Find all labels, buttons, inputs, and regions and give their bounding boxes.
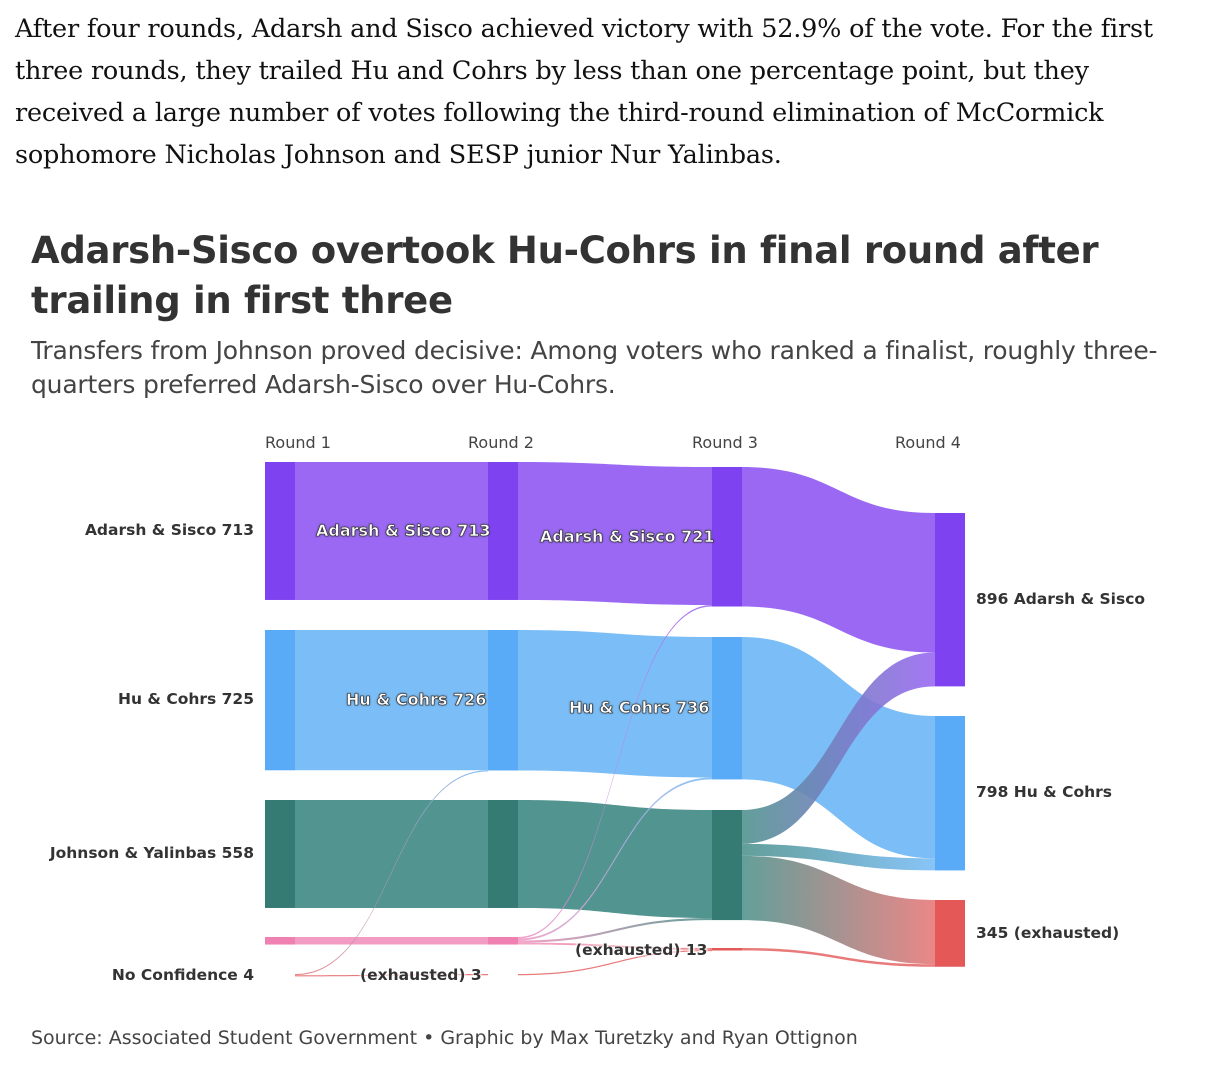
round-4-label: Round 4 (895, 433, 961, 452)
flow-r1_as-to-r2_as (295, 462, 488, 600)
label-r2-exhausted: (exhausted) 3 (360, 966, 482, 984)
node-r4_as (935, 513, 965, 687)
flow-r3_as-to-r4_as (742, 467, 935, 653)
node-r2_ot (488, 937, 518, 945)
flow-r3_jy-to-r4_as (742, 652, 935, 844)
flow-r2_hc-to-r3_hc (518, 630, 712, 778)
round-3-label: Round 3 (692, 433, 758, 452)
node-r1_ot (265, 937, 295, 945)
node-r3_as (712, 467, 742, 607)
node-r1_as (265, 462, 295, 600)
node-r4_ex (935, 900, 965, 967)
node-r2_hc (488, 630, 518, 771)
label-r3-hu-cohrs: Hu & Cohrs 736 (569, 698, 710, 718)
flow-r3_ex-to-r4_ex (742, 948, 935, 967)
label-r4-adarsh-sisco: 896 Adarsh & Sisco (976, 590, 1146, 608)
flow-r1_nc-to-r2_ex (295, 974, 488, 977)
label-r4-hu-cohrs: 798 Hu & Cohrs (976, 783, 1112, 801)
flow-r2_as-to-r3_as (518, 462, 712, 605)
flow-r1_jy-to-r2_jy (295, 800, 488, 908)
node-r3_hc (712, 637, 742, 780)
label-r1-adarsh-sisco: Adarsh & Sisco 713 (84, 521, 254, 539)
label-r2-hu-cohrs: Hu & Cohrs 726 (346, 690, 487, 710)
flow-r1_hc-to-r2_hc (295, 630, 488, 771)
flow-r1_ot-to-r2_ot (295, 937, 488, 945)
article-paragraph: After four rounds, Adarsh and Sisco achi… (15, 14, 1153, 170)
node-r3_jy (712, 810, 742, 921)
flow-r3_jy-to-r4_hc (742, 843, 935, 871)
label-r1-no-confidence: No Confidence 4 (111, 966, 254, 984)
flow-r2_ot-to-r3_jy (518, 917, 712, 943)
node-r2_jy (488, 800, 518, 908)
label-r2-adarsh-sisco: Adarsh & Sisco 713 (316, 521, 491, 541)
label-r4-exhausted: 345 (exhausted) (976, 924, 1120, 942)
flow-r2_ot-to-r3_ex (518, 942, 712, 950)
label-r3-adarsh-sisco: Adarsh & Sisco 721 (540, 527, 715, 547)
label-r1-hu-cohrs: Hu & Cohrs 725 (118, 690, 254, 708)
node-r4_hc (935, 716, 965, 871)
chart-subtitle: Transfers from Johnson proved decisive: … (31, 336, 1158, 399)
chart-source: Source: Associated Student Government • … (31, 1027, 858, 1049)
flow-r2_ex-to-r3_ex (518, 949, 712, 976)
node-r1_jy (265, 800, 295, 908)
flow-r1_nc-to-r2_hc (295, 770, 488, 976)
round-1-label: Round 1 (265, 433, 331, 452)
node-r3_ex (712, 948, 742, 951)
label-r3-exhausted: (exhausted) 13 (575, 941, 708, 959)
label-r1-johnson-yalinbas: Johnson & Yalinbas 558 (49, 844, 254, 862)
flow-r2_ot-to-r3_hc (518, 777, 712, 941)
node-r1_hc (265, 630, 295, 771)
node-r2_as (488, 462, 518, 600)
chart-title: Adarsh-Sisco overtook Hu-Cohrs in final … (31, 229, 1099, 322)
round-2-label: Round 2 (468, 433, 534, 452)
flow-r2_ot-to-r3_as (518, 604, 712, 939)
flow-r3_jy-to-r4_ex (742, 855, 935, 965)
